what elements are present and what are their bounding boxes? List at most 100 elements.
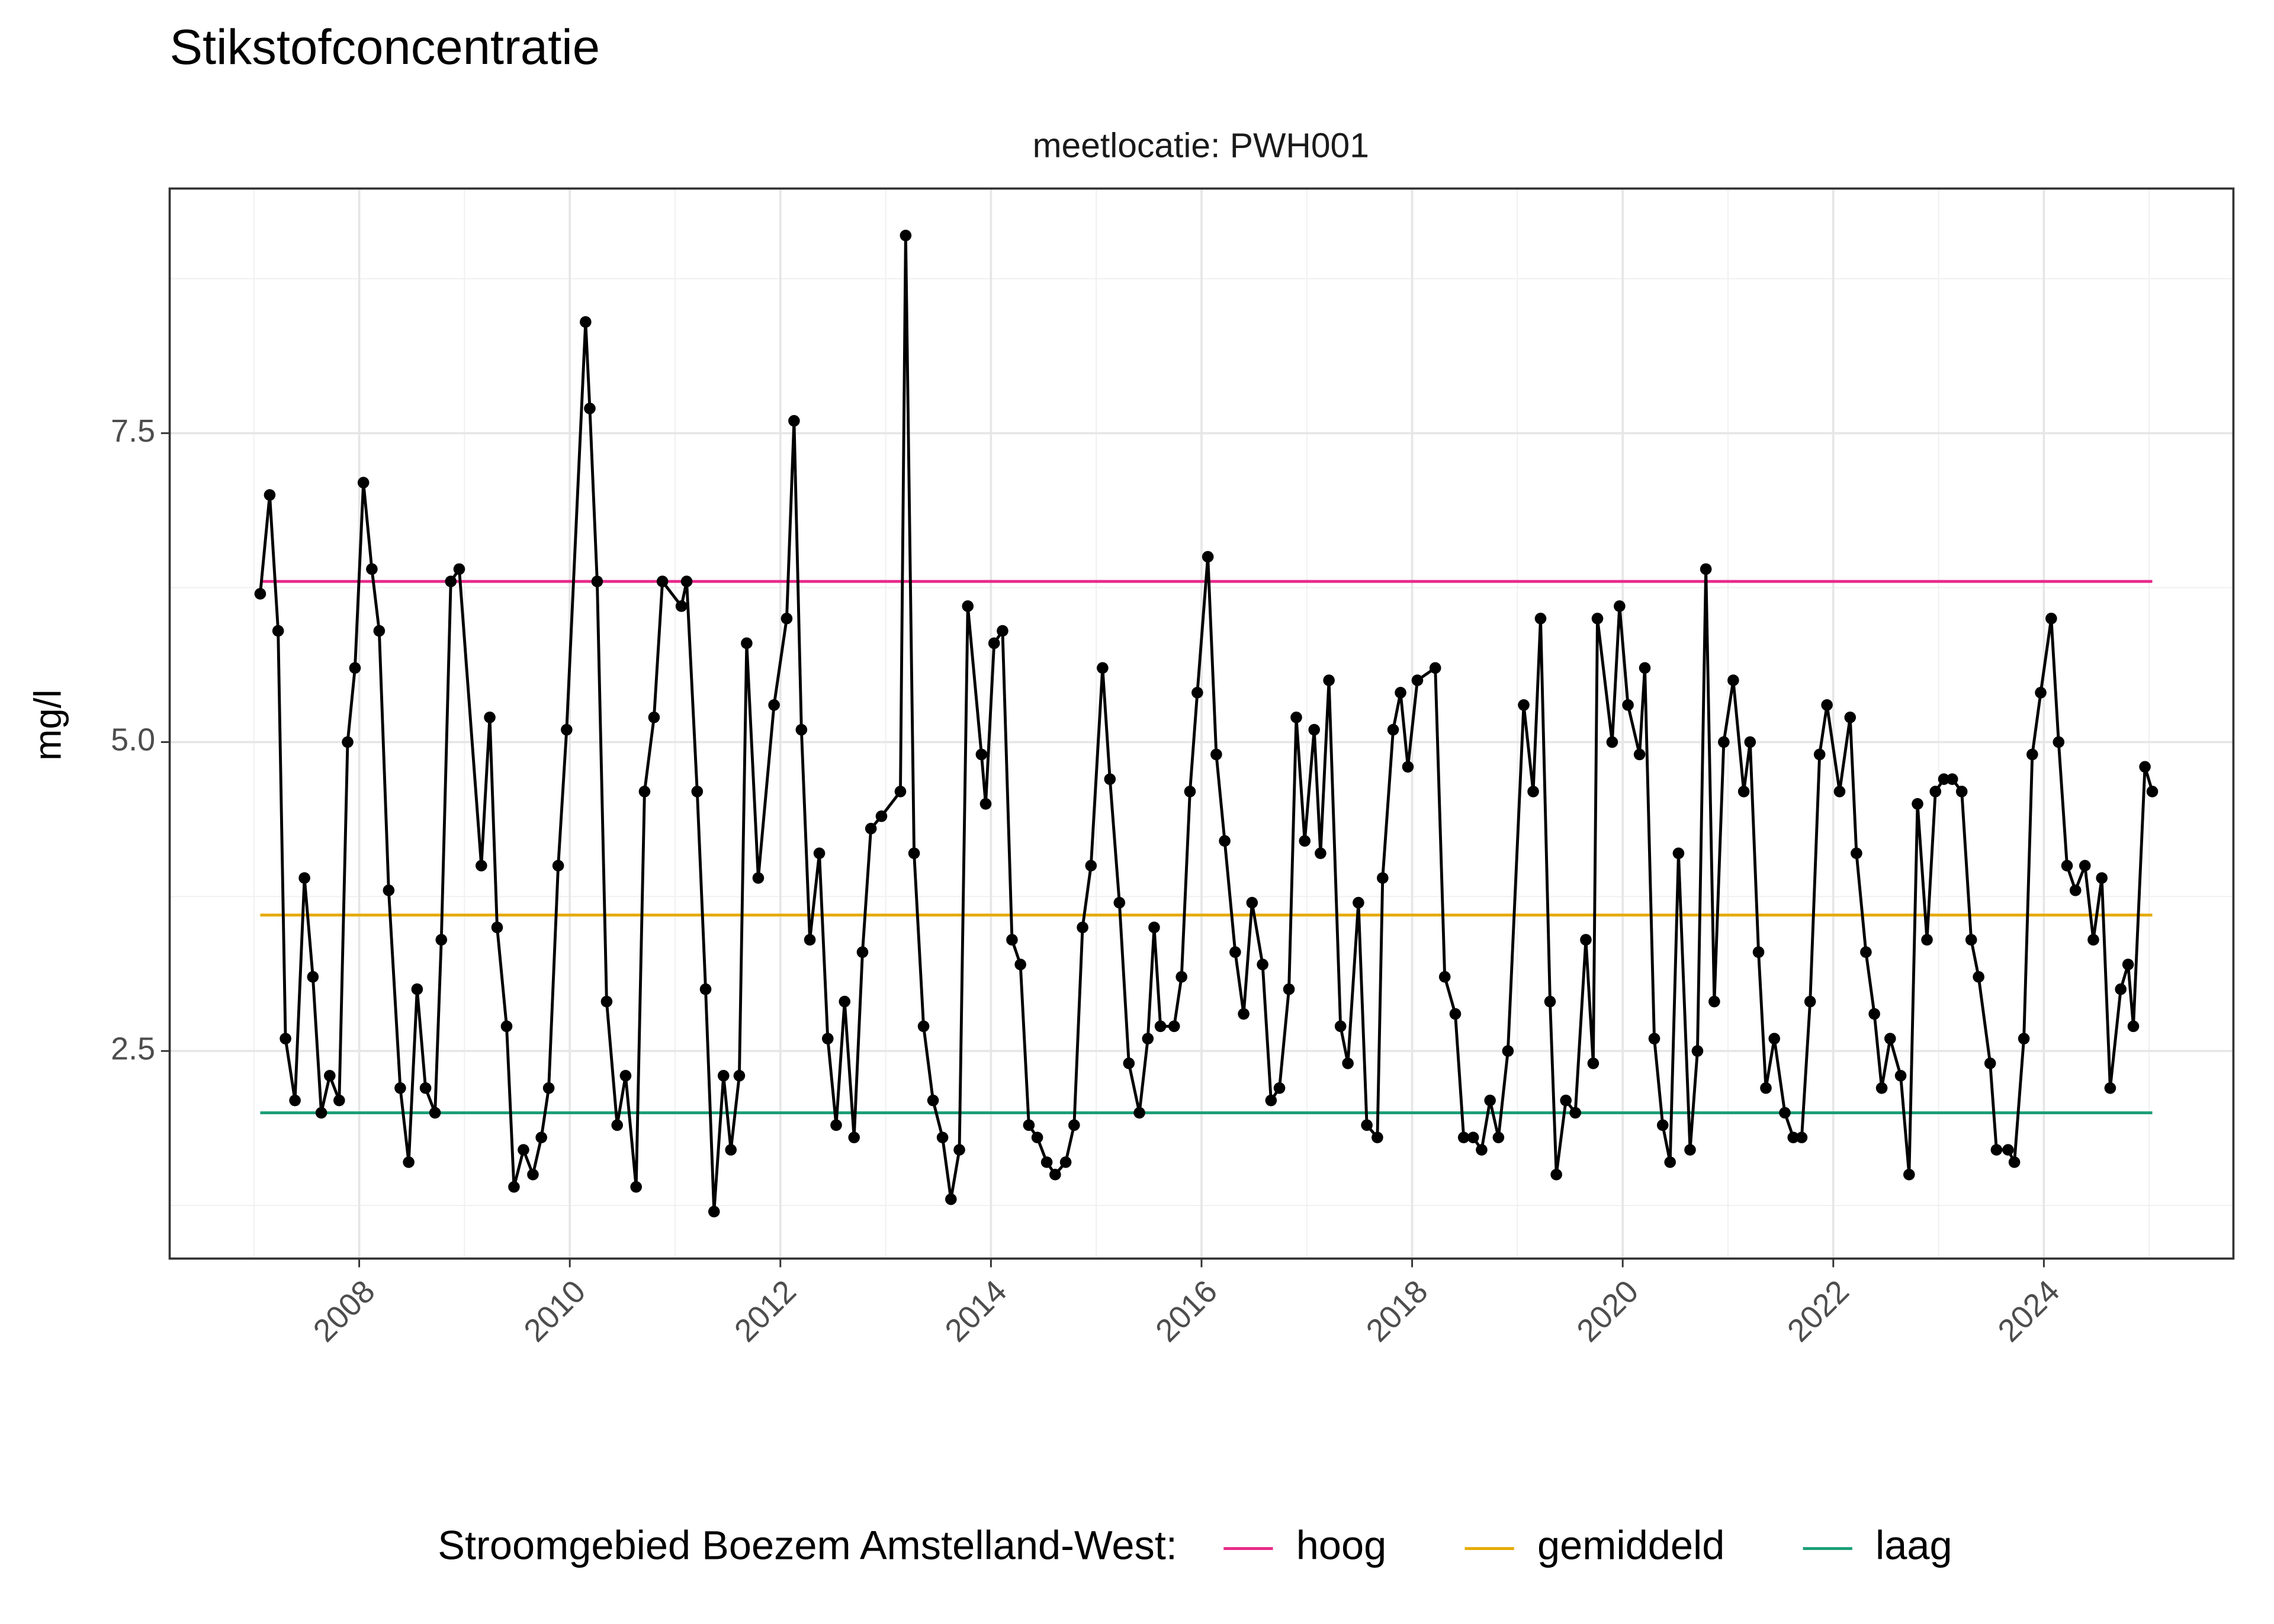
data-point [1085, 860, 1097, 872]
data-point [865, 822, 877, 835]
data-point [1023, 1119, 1035, 1131]
data-point [411, 983, 423, 995]
data-point [1040, 1156, 1053, 1168]
data-point [813, 847, 826, 860]
data-point [875, 810, 888, 822]
data-point [781, 612, 793, 625]
data-point [2069, 885, 2082, 896]
legend-item: hoog [1223, 1523, 1386, 1568]
data-point [1606, 736, 1618, 748]
legend-label: gemiddeld [1537, 1523, 1724, 1568]
data-point [2045, 612, 2057, 625]
data-point [357, 477, 370, 488]
data-point [2127, 1020, 2140, 1033]
data-point [2096, 872, 2108, 884]
data-point [1821, 699, 1833, 711]
data-point [1955, 786, 1968, 797]
data-point [1912, 797, 1923, 810]
data-point [1768, 1033, 1781, 1045]
data-point [675, 600, 688, 612]
data-point [535, 1131, 547, 1144]
data-point [484, 711, 496, 723]
data-point [1467, 1131, 1479, 1144]
data-point [988, 637, 1000, 649]
data-point [1656, 1119, 1669, 1131]
data-point [1639, 662, 1651, 674]
data-point [429, 1107, 441, 1119]
plot-border [168, 187, 2235, 1260]
data-point [1219, 835, 1231, 847]
data-point [1534, 612, 1547, 625]
data-point [725, 1144, 737, 1156]
data-point [821, 1033, 834, 1045]
data-point [1484, 1094, 1496, 1107]
data-point [1502, 1045, 1514, 1057]
data-point [795, 723, 808, 736]
data-point [2087, 934, 2099, 946]
data-point [518, 1144, 529, 1156]
data-point [1273, 1082, 1286, 1094]
data-point [1664, 1156, 1676, 1168]
data-point [561, 723, 573, 736]
data-point [733, 1070, 746, 1082]
data-point [1077, 921, 1088, 934]
data-point [1283, 983, 1295, 995]
data-point [1833, 786, 1846, 797]
data-point [2079, 860, 2091, 872]
legend-title: Stroomgebied Boezem Amstelland-West: [438, 1523, 1177, 1568]
data-point [1984, 1057, 1996, 1069]
data-point [1342, 1057, 1354, 1069]
data-point [1113, 896, 1126, 909]
data-point [1387, 723, 1399, 736]
data-point [1257, 959, 1268, 970]
data-point [1202, 551, 1214, 563]
data-point [508, 1181, 520, 1193]
chart-title: Stikstofconcentratie [170, 20, 600, 75]
data-point [453, 563, 465, 575]
data-point [1308, 723, 1321, 736]
data-point [2053, 736, 2065, 748]
data-point [1591, 612, 1604, 625]
data-point [1796, 1131, 1808, 1144]
data-point [1851, 847, 1862, 860]
data-point [1518, 699, 1530, 711]
data-point [1175, 971, 1187, 983]
data-point [1361, 1119, 1373, 1131]
data-point [527, 1169, 539, 1181]
data-point [1868, 1008, 1880, 1020]
data-point [1737, 786, 1750, 797]
data-point [307, 971, 319, 983]
data-point [1123, 1057, 1135, 1069]
data-point [1142, 1033, 1154, 1045]
data-point [254, 588, 266, 600]
data-point [491, 921, 503, 934]
data-point [708, 1205, 720, 1218]
data-point [591, 575, 603, 587]
data-point [1884, 1033, 1896, 1045]
data-point [552, 860, 564, 872]
data-point [1760, 1082, 1772, 1094]
data-point [1973, 971, 1984, 983]
data-point [1672, 847, 1685, 860]
data-point [419, 1082, 432, 1094]
data-point [979, 797, 992, 810]
data-point [2122, 959, 2134, 970]
y-tick-label: 5.0 [111, 722, 155, 758]
data-point [1014, 959, 1026, 970]
data-point [1569, 1107, 1581, 1119]
data-point [1168, 1020, 1180, 1033]
y-axis-label: mg/l [27, 689, 69, 760]
y-tick-label: 2.5 [111, 1031, 155, 1066]
data-point [752, 872, 765, 884]
data-point [1049, 1169, 1061, 1181]
data-point [936, 1131, 949, 1144]
data-point [1184, 786, 1196, 797]
data-point [1372, 1131, 1383, 1144]
legend-item: laag [1803, 1523, 1952, 1568]
data-point [1946, 773, 1958, 785]
data-point [648, 711, 660, 723]
data-point [1402, 761, 1414, 773]
data-point [917, 1020, 930, 1033]
data-point [1965, 934, 1977, 946]
data-line [259, 235, 2154, 1212]
